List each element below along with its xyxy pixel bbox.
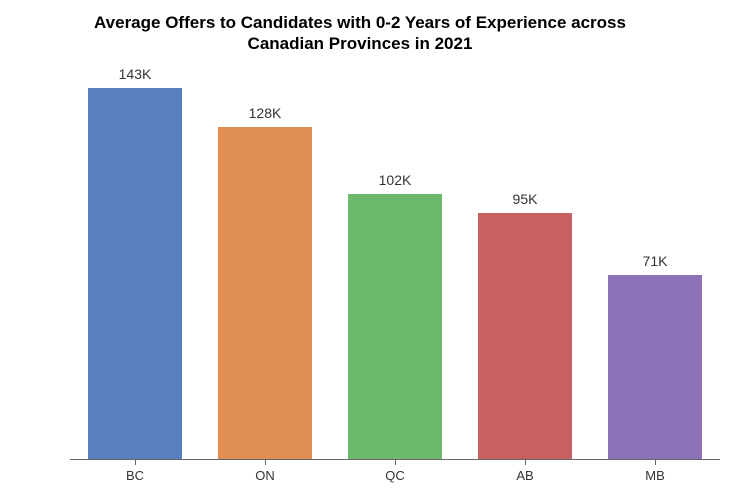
plot-area: 143KBC128KON102KQC95KAB71KMB xyxy=(70,70,720,460)
bar-value-label: 71K xyxy=(597,253,714,269)
bar-value-label: 143K xyxy=(77,66,194,82)
x-tick-mark xyxy=(655,459,656,465)
bar xyxy=(608,275,702,459)
chart-title: Average Offers to Candidates with 0-2 Ye… xyxy=(0,12,720,55)
bar xyxy=(478,213,572,459)
x-tick-label: AB xyxy=(467,468,584,483)
x-tick-label: ON xyxy=(207,468,324,483)
x-tick-mark xyxy=(265,459,266,465)
bars-group: 143KBC128KON102KQC95KAB71KMB xyxy=(70,70,720,460)
bar-value-label: 95K xyxy=(467,191,584,207)
x-tick-mark xyxy=(395,459,396,465)
x-tick-label: QC xyxy=(337,468,454,483)
bar-wrapper: 95KAB xyxy=(467,70,584,459)
bar-wrapper: 102KQC xyxy=(337,70,454,459)
bar-value-label: 102K xyxy=(337,172,454,188)
bar xyxy=(218,127,312,459)
x-tick-mark xyxy=(135,459,136,465)
x-tick-label: BC xyxy=(77,468,194,483)
bar xyxy=(348,194,442,459)
bar-wrapper: 143KBC xyxy=(77,70,194,459)
bar xyxy=(88,88,182,459)
x-tick-label: MB xyxy=(597,468,714,483)
bar-wrapper: 71KMB xyxy=(597,70,714,459)
chart-container: Average Offers to Candidates with 0-2 Ye… xyxy=(0,0,750,500)
x-tick-mark xyxy=(525,459,526,465)
bar-value-label: 128K xyxy=(207,105,324,121)
bar-wrapper: 128KON xyxy=(207,70,324,459)
